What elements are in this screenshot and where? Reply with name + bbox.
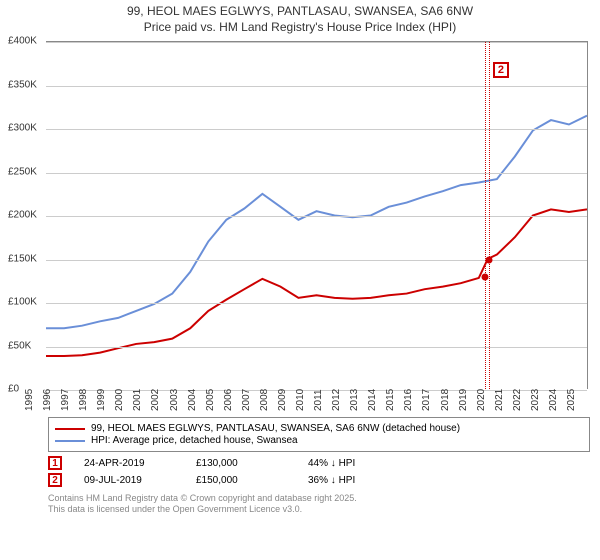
- x-tick-label: 2009: [277, 389, 288, 411]
- x-tick-label: 2010: [295, 389, 306, 411]
- y-tick-label: £300K: [8, 123, 37, 134]
- x-tick-label: 2016: [403, 389, 414, 411]
- x-tick-label: 2019: [457, 389, 468, 411]
- vertical-marker: [485, 42, 486, 389]
- marker-row: 1 24-APR-2019 £130,000 44% ↓ HPI: [48, 456, 590, 470]
- marker-callout: 2: [493, 62, 509, 78]
- x-tick-label: 2015: [385, 389, 396, 411]
- legend-label: 99, HEOL MAES EGLWYS, PANTLASAU, SWANSEA…: [91, 423, 460, 434]
- x-tick-label: 2000: [114, 389, 125, 411]
- footer-line: Contains HM Land Registry data © Crown c…: [48, 493, 590, 504]
- markers-table: 1 24-APR-2019 £130,000 44% ↓ HPI 2 09-JU…: [48, 456, 590, 487]
- x-tick-label: 2023: [530, 389, 541, 411]
- x-tick-label: 2012: [331, 389, 342, 411]
- vertical-marker: [489, 42, 490, 389]
- y-tick-label: £350K: [8, 79, 37, 90]
- marker-price: £150,000: [196, 475, 286, 486]
- title-address: 99, HEOL MAES EGLWYS, PANTLASAU, SWANSEA…: [0, 4, 600, 20]
- sale-point: [485, 256, 492, 263]
- marker-id-box: 2: [48, 473, 62, 487]
- legend-swatch: [55, 428, 85, 430]
- plot-region: 2: [46, 41, 588, 389]
- legend-row: 99, HEOL MAES EGLWYS, PANTLASAU, SWANSEA…: [55, 423, 583, 434]
- x-tick-label: 1997: [60, 389, 71, 411]
- x-tick-label: 1999: [96, 389, 107, 411]
- series-line-property: [46, 210, 587, 357]
- x-tick-label: 1996: [42, 389, 53, 411]
- legend: 99, HEOL MAES EGLWYS, PANTLASAU, SWANSEA…: [48, 417, 590, 452]
- x-tick-label: 2014: [367, 389, 378, 411]
- marker-id-box: 1: [48, 456, 62, 470]
- x-tick-label: 2013: [349, 389, 360, 411]
- legend-swatch: [55, 440, 85, 442]
- marker-delta: 36% ↓ HPI: [308, 475, 398, 486]
- x-tick-label: 2018: [439, 389, 450, 411]
- y-tick-label: £150K: [8, 253, 37, 264]
- x-tick-label: 2025: [566, 389, 577, 411]
- x-tick-label: 2006: [223, 389, 234, 411]
- y-tick-label: £0: [8, 384, 19, 395]
- x-tick-label: 2007: [241, 389, 252, 411]
- footer-line: This data is licensed under the Open Gov…: [48, 504, 590, 515]
- title-subtitle: Price paid vs. HM Land Registry's House …: [0, 20, 600, 36]
- chart-area: £0£50K£100K£150K£200K£250K£300K£350K£400…: [8, 41, 592, 411]
- x-tick-label: 2011: [313, 390, 324, 412]
- x-tick-label: 2002: [150, 389, 161, 411]
- chart-title-block: 99, HEOL MAES EGLWYS, PANTLASAU, SWANSEA…: [0, 0, 600, 37]
- marker-price: £130,000: [196, 458, 286, 469]
- marker-delta: 44% ↓ HPI: [308, 458, 398, 469]
- legend-row: HPI: Average price, detached house, Swan…: [55, 435, 583, 446]
- sale-point: [482, 274, 489, 281]
- y-tick-label: £50K: [8, 340, 31, 351]
- x-tick-label: 2008: [259, 389, 270, 411]
- footer: Contains HM Land Registry data © Crown c…: [48, 493, 590, 516]
- x-tick-label: 2017: [421, 389, 432, 411]
- x-tick-label: 2024: [548, 389, 559, 411]
- x-tick-label: 2022: [512, 389, 523, 411]
- x-tick-label: 2005: [205, 389, 216, 411]
- marker-date: 24-APR-2019: [84, 458, 174, 469]
- marker-date: 09-JUL-2019: [84, 475, 174, 486]
- x-tick-label: 1998: [78, 389, 89, 411]
- y-tick-label: £200K: [8, 210, 37, 221]
- x-tick-label: 2020: [476, 389, 487, 411]
- legend-label: HPI: Average price, detached house, Swan…: [91, 435, 298, 446]
- x-tick-label: 2001: [132, 389, 143, 411]
- x-tick-label: 2021: [494, 389, 505, 411]
- y-tick-label: £250K: [8, 166, 37, 177]
- x-tick-label: 1995: [24, 389, 35, 411]
- y-tick-label: £100K: [8, 297, 37, 308]
- marker-row: 2 09-JUL-2019 £150,000 36% ↓ HPI: [48, 473, 590, 487]
- x-tick-label: 2004: [186, 389, 197, 411]
- y-tick-label: £400K: [8, 36, 37, 47]
- x-tick-label: 2003: [168, 389, 179, 411]
- series-line-hpi: [46, 116, 587, 329]
